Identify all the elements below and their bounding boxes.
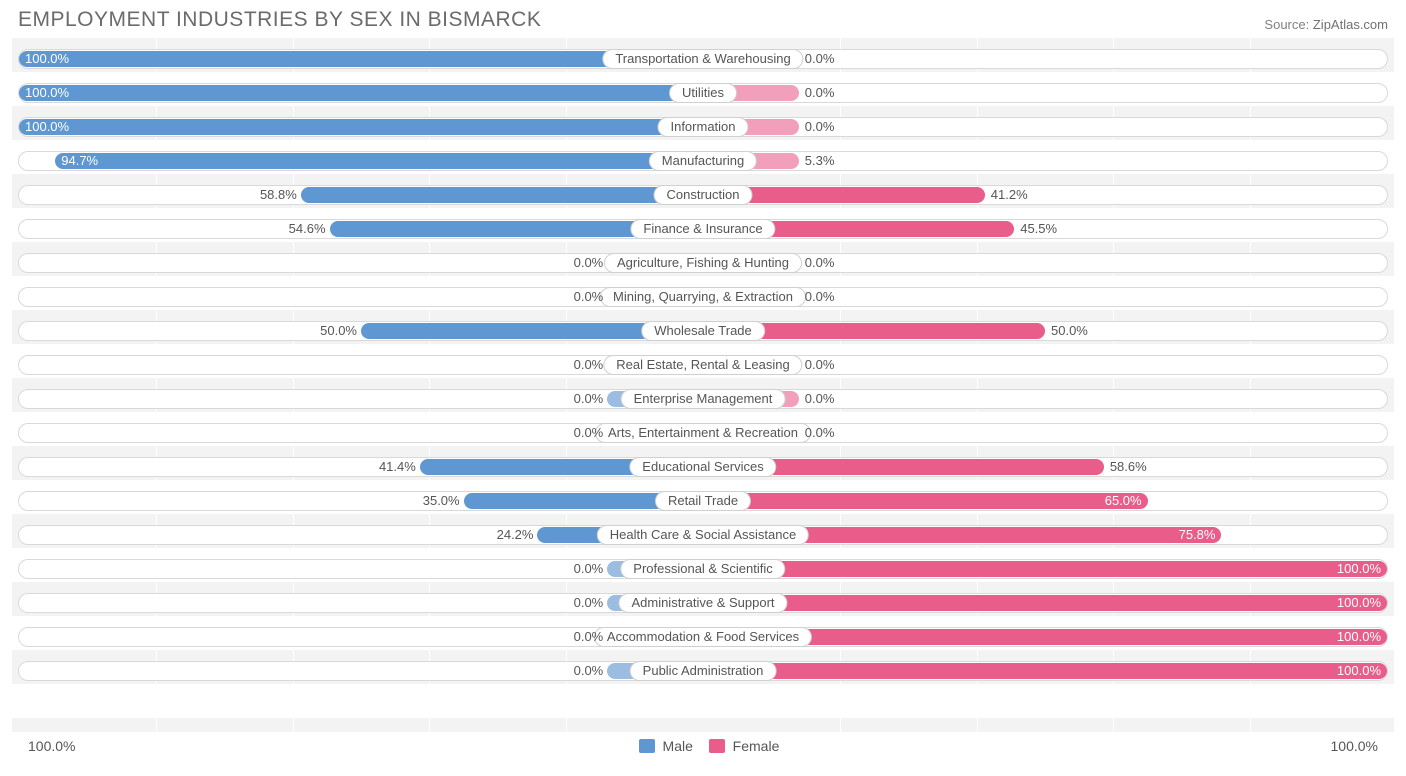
chart-row: Wholesale Trade 50.0% 50.0% <box>12 314 1394 348</box>
category-label: Real Estate, Rental & Leasing <box>603 355 802 375</box>
chart-row: Accommodation & Food Services0.0% 100.0% <box>12 620 1394 654</box>
value-male: 0.0% <box>574 246 604 280</box>
chart-row: Agriculture, Fishing & Hunting0.0% 0.0% <box>12 246 1394 280</box>
bar-male <box>301 187 703 203</box>
source-value: ZipAtlas.com <box>1313 17 1388 32</box>
chart-row: Real Estate, Rental & Leasing0.0% 0.0% <box>12 348 1394 382</box>
legend: Male Female <box>75 738 1330 754</box>
category-label: Health Care & Social Assistance <box>597 525 809 545</box>
chart-row: Finance & Insurance 54.6% 45.5% <box>12 212 1394 246</box>
chart-row: Enterprise Management 0.0% 0.0% <box>12 382 1394 416</box>
value-female: 45.5% <box>1020 212 1057 246</box>
bar-female <box>703 561 1387 577</box>
category-label: Accommodation & Food Services <box>594 627 812 647</box>
category-label: Agriculture, Fishing & Hunting <box>604 253 802 273</box>
value-female: 0.0% <box>805 76 835 110</box>
value-male: 35.0% <box>423 484 460 518</box>
value-male: 0.0% <box>574 586 604 620</box>
bar-male <box>19 119 703 135</box>
value-female: 0.0% <box>805 382 835 416</box>
value-male: 100.0% <box>25 42 69 76</box>
value-male: 100.0% <box>25 76 69 110</box>
value-male: 94.7% <box>61 144 98 178</box>
legend-swatch-female <box>709 739 725 753</box>
axis-label-right: 100.0% <box>1331 738 1378 754</box>
value-male: 100.0% <box>25 110 69 144</box>
value-male: 41.4% <box>379 450 416 484</box>
bar-female <box>703 663 1387 679</box>
value-female: 0.0% <box>805 110 835 144</box>
category-label: Transportation & Warehousing <box>602 49 803 69</box>
value-male: 50.0% <box>320 314 357 348</box>
value-male: 0.0% <box>574 348 604 382</box>
value-female: 100.0% <box>1337 654 1381 688</box>
value-female: 5.3% <box>805 144 835 178</box>
value-female: 41.2% <box>991 178 1028 212</box>
axis-label-left: 100.0% <box>28 738 75 754</box>
chart-row: Educational Services 41.4% 58.6% <box>12 450 1394 484</box>
value-female: 0.0% <box>805 280 835 314</box>
category-label: Mining, Quarrying, & Extraction <box>600 287 806 307</box>
chart-title: EMPLOYMENT INDUSTRIES BY SEX IN BISMARCK <box>18 8 541 32</box>
chart-header: EMPLOYMENT INDUSTRIES BY SEX IN BISMARCK… <box>0 0 1406 38</box>
bar-male <box>55 153 703 169</box>
legend-label-female: Female <box>733 738 780 754</box>
value-male: 0.0% <box>574 552 604 586</box>
value-female: 75.8% <box>1179 518 1216 552</box>
chart-footer: 100.0% Male Female 100.0% <box>0 732 1406 754</box>
value-female: 100.0% <box>1337 620 1381 654</box>
chart-row: Utilities 100.0% 0.0% <box>12 76 1394 110</box>
chart-row: Retail Trade 35.0% 65.0% <box>12 484 1394 518</box>
chart-row: Professional & Scientific 0.0% 100.0% <box>12 552 1394 586</box>
value-male: 58.8% <box>260 178 297 212</box>
category-label: Utilities <box>669 83 737 103</box>
category-label: Professional & Scientific <box>620 559 785 579</box>
value-female: 0.0% <box>805 42 835 76</box>
value-female: 50.0% <box>1051 314 1088 348</box>
chart-row: Arts, Entertainment & Recreation0.0% 0.0% <box>12 416 1394 450</box>
value-male: 0.0% <box>574 382 604 416</box>
chart-area: Transportation & Warehousing100.0%0.0%Ut… <box>12 38 1394 732</box>
chart-row: Construction 58.8% 41.2% <box>12 178 1394 212</box>
value-female: 100.0% <box>1337 586 1381 620</box>
category-label: Finance & Insurance <box>630 219 775 239</box>
category-label: Construction <box>654 185 753 205</box>
chart-row: Information 100.0% 0.0% <box>12 110 1394 144</box>
bar-female <box>703 493 1148 509</box>
legend-swatch-male <box>639 739 655 753</box>
value-female: 0.0% <box>805 246 835 280</box>
category-label: Retail Trade <box>655 491 751 511</box>
category-label: Educational Services <box>629 457 776 477</box>
category-label: Administrative & Support <box>618 593 787 613</box>
legend-label-male: Male <box>663 738 693 754</box>
value-male: 24.2% <box>497 518 534 552</box>
bar-male <box>19 85 703 101</box>
chart-row: Health Care & Social Assistance 24.2% 75.8… <box>12 518 1394 552</box>
category-label: Manufacturing <box>649 151 757 171</box>
chart-source: Source: ZipAtlas.com <box>1264 17 1388 32</box>
chart-row: Manufacturing 94.7% 5.3% <box>12 144 1394 178</box>
value-female: 65.0% <box>1105 484 1142 518</box>
category-label: Arts, Entertainment & Recreation <box>595 423 811 443</box>
chart-row: Administrative & Support 0.0% 100.0% <box>12 586 1394 620</box>
category-label: Information <box>657 117 748 137</box>
value-female: 0.0% <box>805 416 835 450</box>
bar-male <box>19 51 703 67</box>
chart-row: Transportation & Warehousing 100.0% 0.0% <box>12 42 1394 76</box>
value-male: 0.0% <box>574 416 604 450</box>
chart-row: Mining, Quarrying, & Extraction0.0% 0.0% <box>12 280 1394 314</box>
value-female: 100.0% <box>1337 552 1381 586</box>
value-male: 0.0% <box>574 654 604 688</box>
source-label: Source: <box>1264 17 1309 32</box>
value-female: 58.6% <box>1110 450 1147 484</box>
value-male: 0.0% <box>574 280 604 314</box>
value-female: 0.0% <box>805 348 835 382</box>
category-label: Public Administration <box>630 661 777 681</box>
chart-row: Public Administration 0.0% 100.0% <box>12 654 1394 688</box>
category-label: Enterprise Management <box>621 389 786 409</box>
category-label: Wholesale Trade <box>641 321 765 341</box>
value-male: 0.0% <box>574 620 604 654</box>
bar-female <box>703 595 1387 611</box>
value-male: 54.6% <box>289 212 326 246</box>
